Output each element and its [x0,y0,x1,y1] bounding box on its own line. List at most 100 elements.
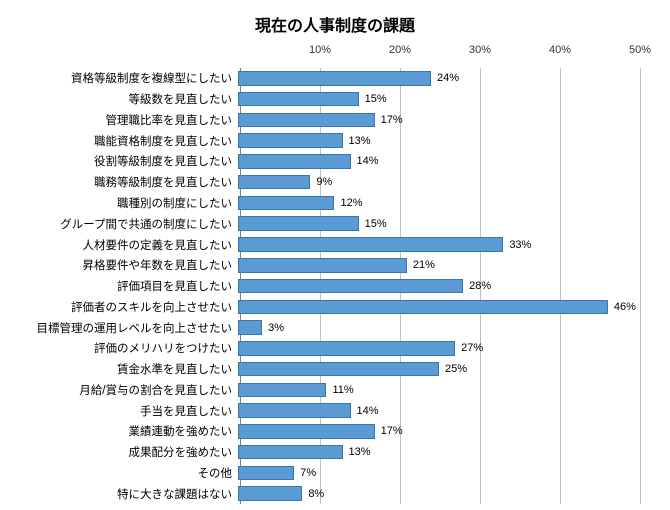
bar-area: 14% [238,400,640,421]
category-label: 昇格要件や年数を見直したい [20,257,238,273]
value-label: 15% [365,93,387,105]
chart-row: 役割等級制度を見直したい 14% [20,151,640,172]
category-label: 人材要件の定義を見直したい [20,237,238,253]
chart-row: 人材要件の定義を見直したい 33% [20,234,640,255]
value-label: 17% [381,425,403,437]
value-label: 46% [614,301,636,313]
chart-row: 資格等級制度を複線型にしたい 24% [20,68,640,89]
bar [238,320,262,335]
bar-area: 21% [238,255,640,276]
chart-row: その他 7% [20,463,640,484]
bar-area: 17% [238,110,640,131]
value-label: 8% [308,488,324,500]
value-label: 3% [268,322,284,334]
bar [238,445,343,460]
bar [238,175,310,190]
bar [238,258,407,273]
x-axis-labels: 10%20%30%40%50% [240,44,640,64]
chart-row: 職務等級制度を見直したい 9% [20,172,640,193]
category-label: 業績連動を強めたい [20,423,238,439]
category-label: 役割等級制度を見直したい [20,153,238,169]
bar-area: 7% [238,463,640,484]
bar [238,216,359,231]
chart-row: 手当を見直したい14% [20,400,640,421]
bar-area: 33% [238,234,640,255]
chart-row: 評価のメリハリをつけたい 27% [20,338,640,359]
bar-area: 12% [238,193,640,214]
bar-area: 15% [238,89,640,110]
category-label: 目標管理の運用レベルを向上させたい [20,320,238,336]
bar [238,237,503,252]
value-label: 11% [332,384,353,396]
chart-container: 現在の人事制度の課題 10%20%30%40%50% 資格等級制度を複線型にした… [0,0,670,510]
category-label: 評価者のスキルを向上させたい [20,299,238,315]
category-label: その他 [20,465,238,481]
chart-rows: 資格等級制度を複線型にしたい 24% 等級数を見直したい 15% 管理職比率を見直したい… [20,68,640,504]
value-label: 27% [461,342,483,354]
category-label: 職能資格制度を見直したい [20,133,238,149]
category-label: 等級数を見直したい [20,91,238,107]
category-label: グループ間で共通の制度にしたい [20,216,238,232]
bar [238,466,294,481]
value-label: 24% [437,72,459,84]
category-label: 成果配分を強めたい [20,444,238,460]
bar-area: 9% [238,172,640,193]
chart-body: 10%20%30%40%50% 資格等級制度を複線型にしたい 24% 等級数を見直し… [20,44,650,504]
bar-area: 46% [238,296,640,317]
chart-row: 成果配分を強めたい 13% [20,442,640,463]
chart-row: 特に大きな課題はない8% [20,483,640,504]
value-label: 17% [381,114,403,126]
value-label: 14% [357,155,379,167]
bar [238,154,351,169]
value-label: 12% [340,197,362,209]
value-label: 33% [509,239,531,251]
bar-area: 24% [238,68,640,89]
chart-row: 等級数を見直したい 15% [20,89,640,110]
chart-row: 管理職比率を見直したい 17% [20,110,640,131]
category-label: 賃金水準を見直したい [20,361,238,377]
bar [238,92,359,107]
chart-row: 評価項目を見直したい28% [20,276,640,297]
value-label: 7% [300,467,316,479]
axis-tick-label: 30% [469,44,491,56]
chart-row: 昇格要件や年数を見直したい21% [20,255,640,276]
bar-area: 8% [238,483,640,504]
bar-area: 3% [238,317,640,338]
axis-tick-label: 50% [629,44,651,56]
bar [238,424,375,439]
category-label: 資格等級制度を複線型にしたい [20,70,238,86]
chart-row: グループ間で共通の制度にしたい 15% [20,213,640,234]
bar [238,403,351,418]
bar-area: 14% [238,151,640,172]
bar-area: 28% [238,276,640,297]
value-label: 13% [349,446,371,458]
bar [238,113,375,128]
chart-title: 現在の人事制度の課題 [20,12,650,36]
value-label: 15% [365,218,387,230]
category-label: 月給/賞与の割合を見直したい [20,382,238,398]
bar [238,196,334,211]
value-label: 28% [469,280,491,292]
category-label: 職種別の制度にしたい [20,195,238,211]
category-label: 評価のメリハリをつけたい [20,340,238,356]
category-label: 管理職比率を見直したい [20,112,238,128]
value-label: 25% [445,363,467,375]
value-label: 9% [316,176,332,188]
bar-area: 25% [238,359,640,380]
chart-row: 賃金水準を見直したい 25% [20,359,640,380]
value-label: 13% [349,135,371,147]
bar [238,133,343,148]
value-label: 14% [357,405,379,417]
axis-tick-label: 10% [309,44,331,56]
bar-area: 13% [238,130,640,151]
bar [238,383,326,398]
bar [238,362,439,377]
bar [238,486,302,501]
bar [238,279,463,294]
chart-row: 職種別の制度にしたい 12% [20,193,640,214]
bar-area: 27% [238,338,640,359]
bar [238,71,431,86]
bar [238,341,455,356]
chart-row: 目標管理の運用レベルを向上させたい 3% [20,317,640,338]
category-label: 職務等級制度を見直したい [20,174,238,190]
